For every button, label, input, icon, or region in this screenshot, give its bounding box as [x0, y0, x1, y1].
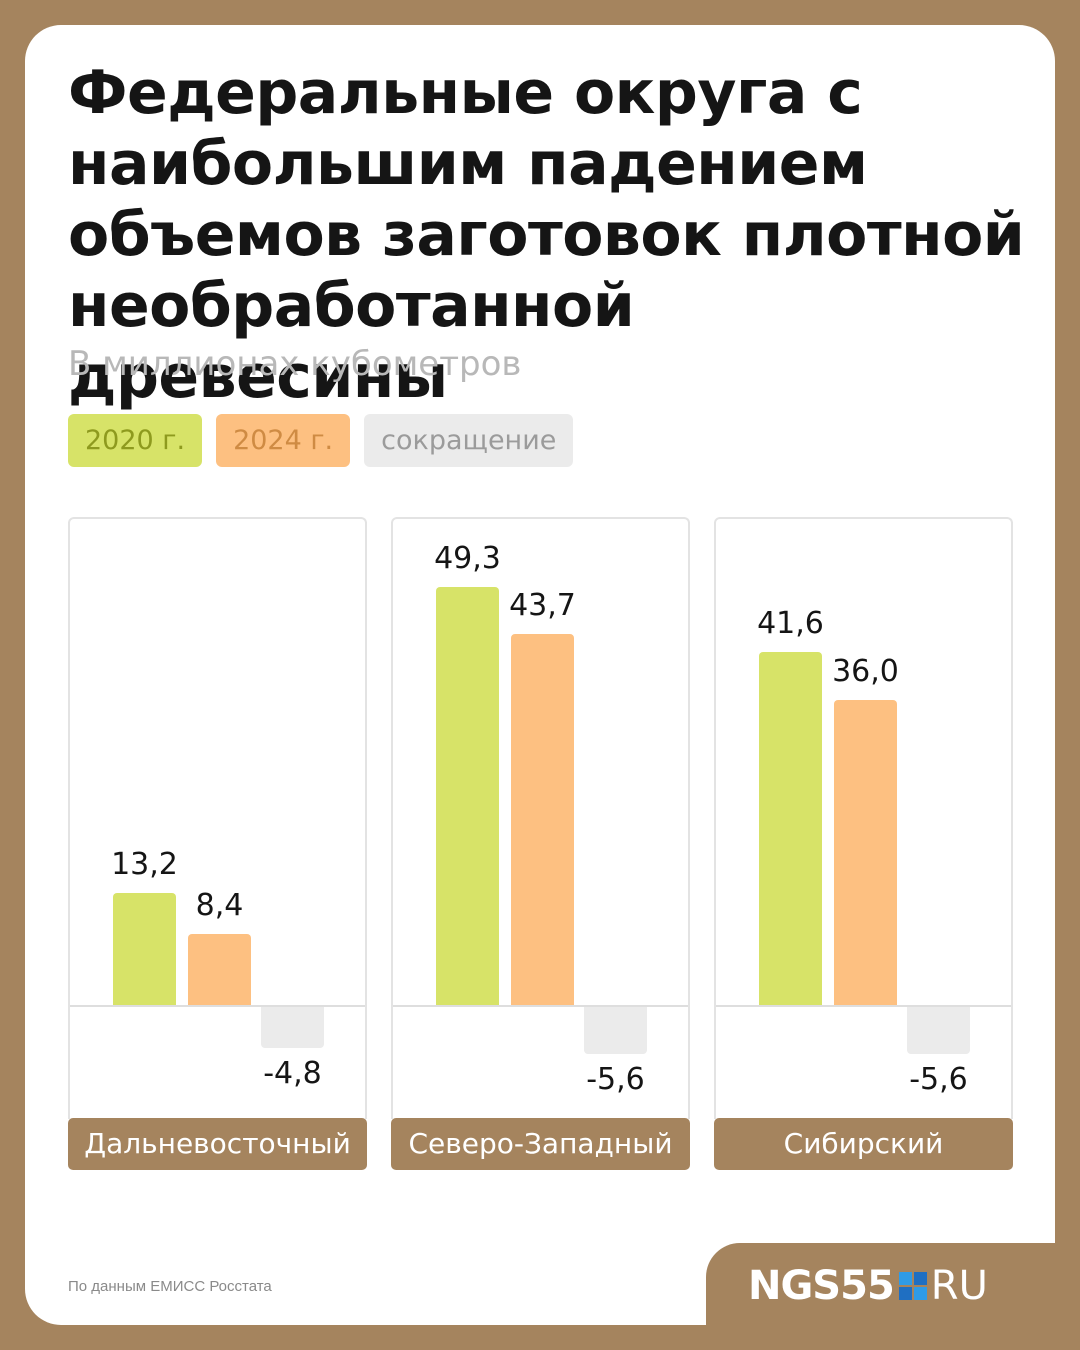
- legend-item-2020: 2020 г.: [68, 414, 203, 467]
- chart-subtitle: В миллионах кубометров: [68, 344, 522, 384]
- ngs55-logo: NGS55 RU: [748, 1262, 988, 1310]
- source-note: По данным ЕМИСС Росстата: [68, 1278, 272, 1295]
- bar-drop: [261, 1007, 324, 1048]
- zero-line: [716, 1005, 1011, 1007]
- bar-drop: [584, 1007, 647, 1055]
- category-label: Северо-Западный: [391, 1118, 690, 1170]
- bar-2020: [436, 586, 499, 1005]
- bar-drop: [907, 1007, 970, 1055]
- data-label-drop: -5,6: [909, 1062, 968, 1098]
- bar-2020: [759, 652, 822, 1005]
- panel-2: 41,6 36,0 -5,6: [714, 517, 1013, 1119]
- bar-2024: [511, 634, 574, 1005]
- data-label-drop: -5,6: [586, 1062, 645, 1098]
- data-label-2024: 8,4: [195, 887, 244, 923]
- legend-item-2024: 2024 г.: [216, 414, 351, 467]
- category-label: Дальневосточный: [68, 1118, 367, 1170]
- logo-suffix: RU: [930, 1263, 988, 1309]
- data-label-2020: 49,3: [434, 540, 501, 576]
- legend: 2020 г. 2024 г. сокращение: [68, 414, 574, 467]
- panel-1: 49,3 43,7 -5,6: [391, 517, 690, 1119]
- zero-line: [70, 1005, 365, 1007]
- chart-title: Федеральные округа с наибольшим падением…: [68, 58, 1025, 412]
- data-label-2020: 41,6: [757, 606, 824, 642]
- bar-2020: [113, 893, 176, 1005]
- logo-squares-icon: [898, 1272, 927, 1300]
- bar-2024: [834, 699, 897, 1005]
- data-label-drop: -4,8: [263, 1055, 322, 1091]
- data-label-2024: 43,7: [509, 588, 576, 624]
- category-label: Сибирский: [714, 1118, 1013, 1170]
- legend-item-drop: сокращение: [364, 414, 574, 467]
- data-label-2024: 36,0: [832, 653, 899, 689]
- data-label-2020: 13,2: [111, 847, 178, 883]
- logo-tab: [706, 1243, 1080, 1350]
- bar-2024: [188, 933, 251, 1005]
- zero-line: [393, 1005, 688, 1007]
- logo-text: NGS55: [748, 1263, 895, 1309]
- panel-0: 13,2 8,4 -4,8: [68, 517, 367, 1119]
